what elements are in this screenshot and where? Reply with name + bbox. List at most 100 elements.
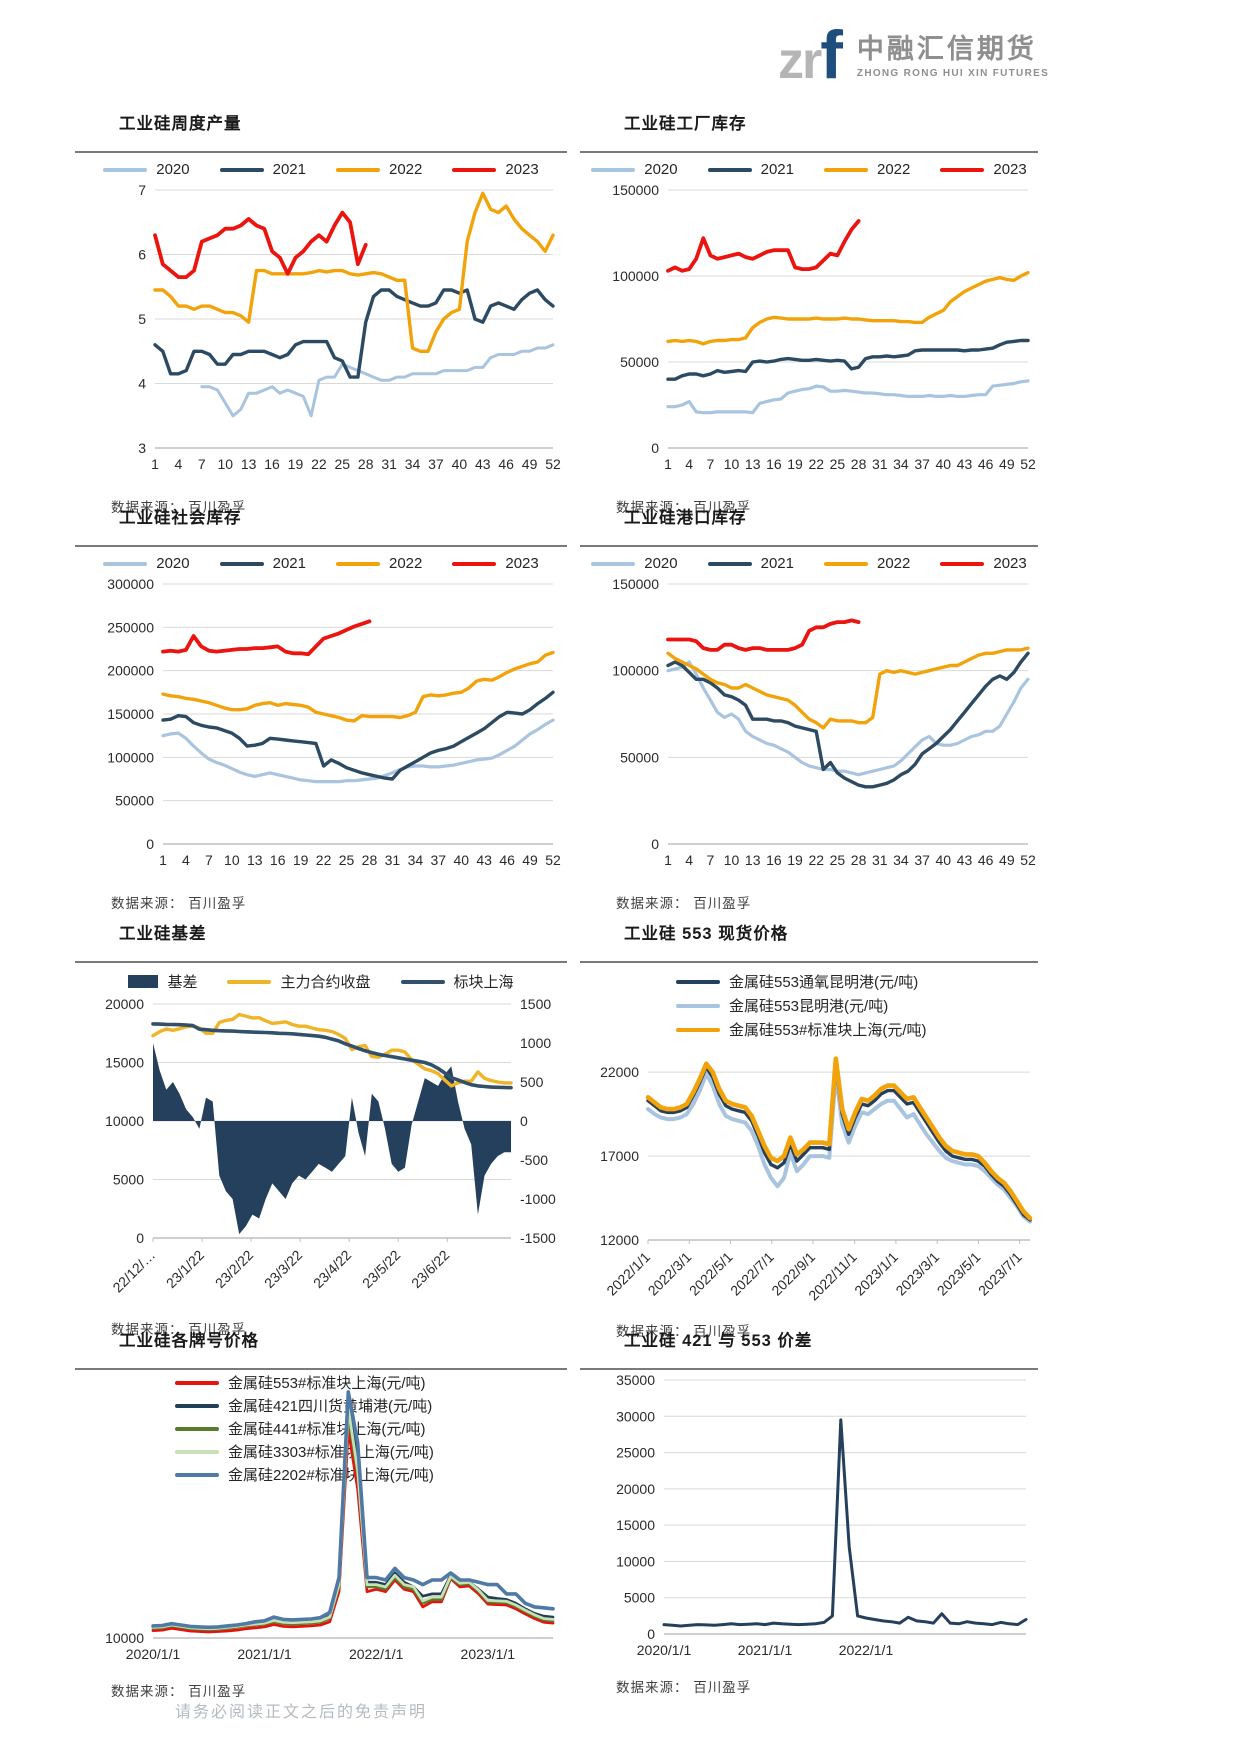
- legend-swatch: [336, 167, 380, 172]
- legend-swatch: [824, 561, 868, 566]
- legend-swatch: [175, 1426, 219, 1431]
- spot-price-553-chart: 1200017000220002022/1/12022/3/12022/5/12…: [600, 1056, 1033, 1303]
- svg-text:2022/7/1: 2022/7/1: [727, 1249, 777, 1299]
- svg-text:25: 25: [830, 852, 846, 868]
- svg-text:28: 28: [362, 852, 378, 868]
- svg-text:17000: 17000: [600, 1148, 639, 1164]
- svg-text:10000: 10000: [105, 1113, 144, 1129]
- chart-legend: 2020 2021 2022 2023: [580, 153, 1038, 180]
- svg-text:12000: 12000: [600, 1232, 639, 1248]
- legend-label: 2023: [505, 161, 539, 178]
- chart-title: 工业硅各牌号价格: [119, 1331, 259, 1350]
- svg-text:4: 4: [685, 852, 693, 868]
- svg-text:1500: 1500: [520, 996, 551, 1012]
- svg-text:2022/5/1: 2022/5/1: [686, 1249, 736, 1299]
- svg-text:52: 52: [545, 456, 561, 472]
- svg-text:100000: 100000: [107, 749, 154, 765]
- svg-text:15000: 15000: [616, 1517, 655, 1533]
- svg-text:1: 1: [159, 852, 167, 868]
- svg-text:43: 43: [476, 852, 492, 868]
- svg-text:13: 13: [241, 456, 257, 472]
- legend-item: 金属硅2202#标准块上海(元/吨): [175, 1464, 434, 1485]
- svg-text:0: 0: [520, 1113, 528, 1129]
- legend-label: 金属硅441#标准块上海(元/吨): [228, 1421, 426, 1438]
- legend-swatch: [103, 167, 148, 172]
- svg-text:10000: 10000: [105, 1630, 144, 1646]
- disclaimer-footer: 请务必阅读正文之后的免责声明: [175, 1704, 428, 1721]
- svg-text:250000: 250000: [107, 619, 154, 635]
- svg-text:150000: 150000: [612, 182, 659, 198]
- legend-item: 2022: [336, 161, 422, 178]
- svg-text:28: 28: [851, 456, 867, 472]
- legend-swatch: [824, 167, 868, 172]
- svg-text:23/3/22: 23/3/22: [261, 1247, 305, 1291]
- chart-title: 工业硅 421 与 553 价差: [624, 1331, 813, 1350]
- svg-text:7: 7: [706, 456, 714, 472]
- svg-text:2020/1/1: 2020/1/1: [637, 1642, 692, 1658]
- legend-label: 金属硅3303#标准块上海(元/吨): [228, 1444, 434, 1461]
- svg-text:43: 43: [957, 456, 973, 472]
- svg-text:22: 22: [311, 456, 327, 472]
- legend-item: 2023: [452, 555, 539, 572]
- legend-swatch: [940, 167, 985, 172]
- data-source: 数据来源： 百川盈孚: [616, 1680, 752, 1695]
- svg-text:30000: 30000: [616, 1408, 655, 1424]
- legend-label: 金属硅553通氧昆明港(元/吨): [729, 974, 919, 991]
- svg-text:16: 16: [766, 852, 782, 868]
- svg-text:49: 49: [999, 852, 1015, 868]
- svg-text:31: 31: [381, 456, 397, 472]
- chart-legend: 2020 2021 2022 2023: [580, 547, 1038, 574]
- svg-text:13: 13: [745, 456, 761, 472]
- legend-swatch: [219, 561, 264, 566]
- legend-item: 标块上海: [400, 971, 514, 992]
- svg-text:46: 46: [498, 456, 514, 472]
- svg-text:52: 52: [545, 852, 561, 868]
- legend-item: 基差: [128, 971, 197, 992]
- chart-legend: 2020 2021 2022 2023: [75, 547, 567, 574]
- svg-text:2022/1/1: 2022/1/1: [603, 1249, 653, 1299]
- svg-text:16: 16: [264, 456, 280, 472]
- svg-text:34: 34: [893, 456, 909, 472]
- svg-text:46: 46: [499, 852, 515, 868]
- legend-label: 2023: [993, 555, 1027, 572]
- legend-item: 金属硅553#标准块上海(元/吨): [676, 1019, 1038, 1040]
- legend-swatch: [103, 561, 148, 566]
- legend-label: 金属硅553#标准块上海(元/吨): [228, 1375, 426, 1392]
- svg-text:3: 3: [138, 440, 146, 456]
- svg-text:2020/1/1: 2020/1/1: [126, 1646, 181, 1662]
- legend-label: 2020: [156, 555, 190, 572]
- data-source: 数据来源： 百川盈孚: [616, 896, 752, 911]
- logo-zrf-mark: zrf: [778, 21, 843, 105]
- svg-text:6: 6: [138, 247, 146, 263]
- chart-legend: 基差 主力合约收盘 标块上海: [75, 963, 567, 994]
- legend-swatch: [400, 979, 445, 984]
- legend-swatch: [591, 561, 636, 566]
- legend-label: 2022: [877, 161, 911, 178]
- legend-item: 2020: [591, 555, 678, 572]
- svg-text:35000: 35000: [616, 1372, 655, 1388]
- chart-title: 工业硅基差: [119, 924, 207, 943]
- legend-swatch: [175, 1380, 219, 1385]
- svg-text:37: 37: [914, 852, 930, 868]
- legend-label: 2022: [389, 161, 423, 178]
- svg-text:7: 7: [706, 852, 714, 868]
- svg-text:10: 10: [224, 852, 240, 868]
- svg-text:1: 1: [151, 456, 159, 472]
- svg-text:-1500: -1500: [520, 1230, 556, 1246]
- data-source: 数据来源： 百川盈孚: [616, 500, 752, 515]
- legend-item: 2021: [219, 555, 306, 572]
- title-divider: [75, 151, 567, 153]
- legend-swatch: [591, 167, 636, 172]
- legend-item: 2022: [336, 555, 422, 572]
- svg-text:50000: 50000: [620, 354, 659, 370]
- svg-text:23/1/22: 23/1/22: [163, 1247, 207, 1291]
- chart-legend: 2020 2021 2022 2023: [75, 153, 567, 180]
- legend-item: 2020: [103, 161, 190, 178]
- svg-text:37: 37: [431, 852, 447, 868]
- svg-text:28: 28: [358, 456, 374, 472]
- svg-text:0: 0: [651, 836, 659, 852]
- logo-f-text: f: [820, 17, 843, 93]
- svg-text:2023/1/1: 2023/1/1: [461, 1646, 516, 1662]
